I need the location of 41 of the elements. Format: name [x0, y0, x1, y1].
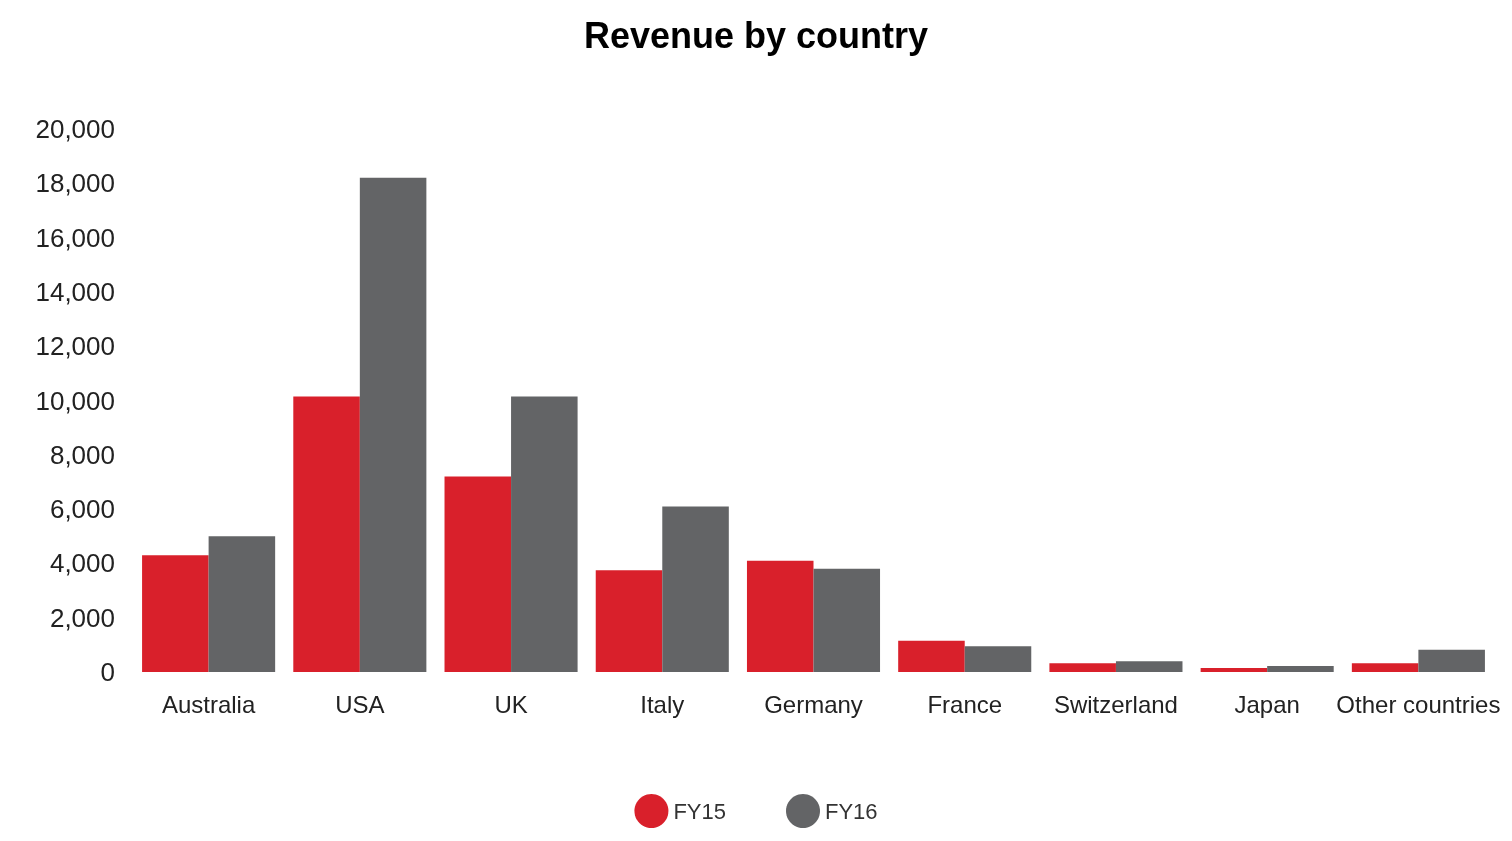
bar — [1049, 663, 1116, 672]
bar — [511, 396, 578, 672]
y-tick-label: 10,000 — [35, 385, 115, 416]
bar — [1267, 666, 1334, 672]
x-tick-label: France — [927, 690, 1003, 718]
x-tick-label: Japan — [1234, 690, 1300, 718]
x-tick-label: Germany — [764, 690, 863, 718]
bar — [444, 476, 512, 672]
bar — [1351, 663, 1419, 672]
bar — [1115, 661, 1183, 672]
x-tick-label: UK — [494, 690, 528, 718]
y-tick-label: 2,000 — [49, 602, 115, 633]
bar — [746, 560, 814, 672]
bar — [898, 640, 965, 672]
x-tick-label: USA — [335, 690, 385, 718]
bar — [359, 177, 427, 672]
bar — [813, 568, 881, 672]
y-tick-label: 14,000 — [35, 276, 115, 307]
bar — [1418, 649, 1485, 672]
y-tick-label: 4,000 — [49, 548, 115, 579]
y-tick-label: 8,000 — [49, 439, 115, 470]
y-tick-label: 12,000 — [35, 331, 115, 362]
x-tick-label: Switzerland — [1053, 690, 1178, 718]
bar — [208, 536, 276, 672]
bar — [1200, 667, 1268, 672]
y-tick-label: 0 — [100, 657, 115, 687]
legend-label: FY15 — [673, 798, 727, 824]
x-tick-label: Italy — [640, 690, 685, 718]
bar — [964, 646, 1032, 672]
y-tick-label: 20,000 — [35, 114, 115, 144]
chart-title: Revenue by country — [583, 14, 929, 56]
bar — [595, 570, 663, 672]
legend-label: FY16 — [825, 798, 878, 824]
x-tick-label: Other countries — [1336, 690, 1501, 718]
x-tick-label: Australia — [161, 690, 256, 718]
bar — [142, 555, 209, 672]
bar — [293, 396, 360, 672]
bar — [662, 506, 729, 672]
y-tick-label: 6,000 — [49, 494, 115, 525]
y-tick-label: 16,000 — [35, 222, 115, 253]
y-tick-label: 18,000 — [35, 168, 115, 199]
